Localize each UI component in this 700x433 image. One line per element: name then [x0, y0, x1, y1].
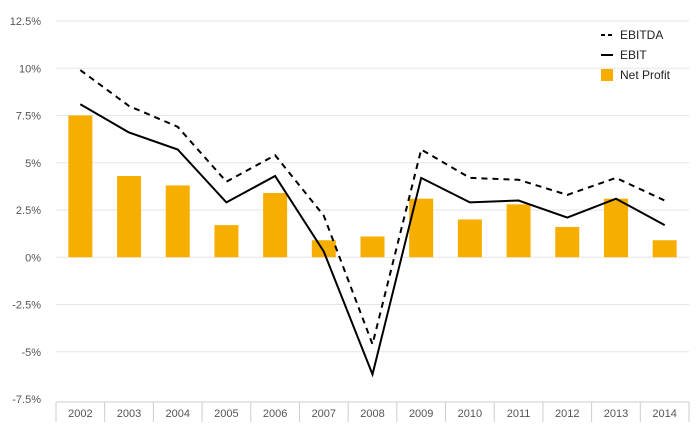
x-tick-label: 2011 [507, 408, 531, 420]
net-profit-bar [263, 192, 288, 258]
y-tick-label: 7.5% [16, 111, 41, 123]
x-tick-label: 2012 [555, 408, 579, 420]
net-profit-bar [68, 115, 93, 258]
y-tick-label: -7.5% [12, 394, 41, 406]
x-tick-label: 2014 [652, 408, 676, 420]
legend-label-ebitda: EBITDA [620, 28, 663, 42]
x-tick-label: 2010 [458, 408, 482, 420]
y-tick-label: -5% [21, 347, 41, 359]
series-lines [79, 69, 666, 378]
y-tick-label: 12.5% [10, 16, 41, 28]
y-tick-label: 0% [25, 252, 41, 264]
x-tick-label: 2009 [409, 408, 433, 420]
net-profit-bar [360, 236, 385, 258]
net-profit-bar [555, 227, 580, 258]
net-profit-bar [165, 185, 190, 258]
x-tick-label: 2013 [604, 408, 628, 420]
net-profit-bar [506, 204, 531, 258]
net-profit-bar [409, 198, 434, 258]
legend: EBITDA EBIT Net Profit [601, 28, 671, 82]
net-profit-bar [117, 175, 142, 258]
x-tick-label: 2008 [360, 408, 384, 420]
legend-label-ebit: EBIT [620, 48, 647, 62]
legend-label-net-profit: Net Profit [620, 68, 671, 82]
y-axis: 12.5% 10% 7.5% 5% 2.5% 0% -2.5% -5% -7.5% [10, 16, 41, 406]
y-tick-label: -2.5% [12, 300, 41, 312]
x-tick-label: 2005 [214, 408, 238, 420]
x-tick-label: 2003 [117, 408, 141, 420]
y-tick-label: 5% [25, 158, 41, 170]
gridlines [56, 20, 689, 353]
x-axis: 2002 2003 2004 2005 2006 2007 2008 2009 2010 2011… [55, 401, 690, 422]
x-tick-label: 2002 [68, 408, 92, 420]
net-profit-bars [68, 115, 677, 258]
y-tick-label: 2.5% [16, 205, 41, 217]
net-profit-bar [652, 240, 677, 258]
x-tick-label: 2007 [312, 408, 336, 420]
net-profit-bar [457, 219, 482, 258]
x-tick-label: 2006 [263, 408, 287, 420]
legend-swatch-net-profit [601, 69, 613, 81]
ebitda-line [79, 69, 666, 348]
ebit-line [79, 103, 666, 378]
net-profit-bar [603, 198, 628, 258]
net-profit-bar [214, 225, 239, 258]
x-tick-label: 2004 [165, 408, 189, 420]
y-tick-label: 10% [19, 63, 41, 75]
net-profit-bar [311, 240, 336, 258]
